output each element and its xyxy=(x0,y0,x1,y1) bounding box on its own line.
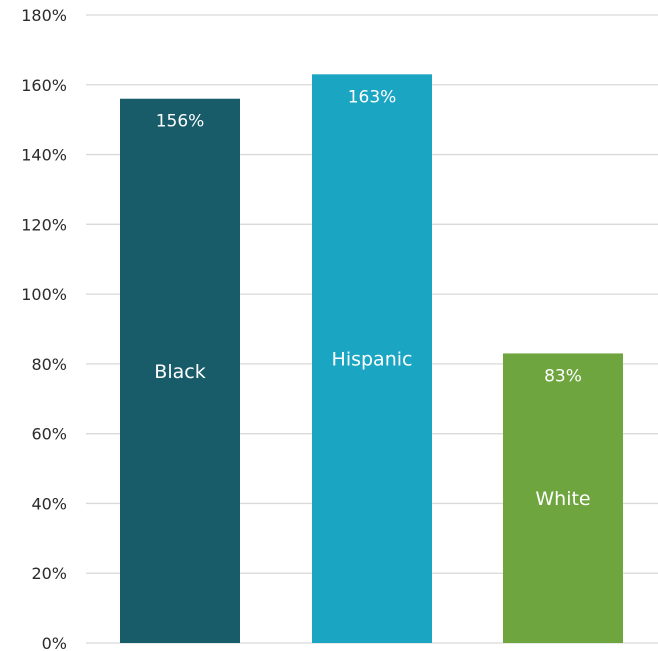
y-tick-label: 0% xyxy=(42,634,67,651)
category-label-black: Black xyxy=(154,361,205,383)
data-label-black: 156% xyxy=(156,112,205,132)
y-tick-label: 120% xyxy=(21,215,67,234)
category-label-white: White xyxy=(535,488,590,510)
y-tick-label: 20% xyxy=(31,564,67,583)
y-tick-label: 60% xyxy=(31,425,67,444)
y-tick-label: 80% xyxy=(31,355,67,374)
data-label-white: 83% xyxy=(544,366,582,386)
data-label-hispanic: 163% xyxy=(348,87,397,107)
category-label-hispanic: Hispanic xyxy=(332,349,413,371)
y-axis-tick-labels: 0% 20% 40% 60% 80% 100% 120% 140% 160% 180% xyxy=(21,6,67,651)
y-tick-label: 140% xyxy=(21,146,67,165)
y-tick-label: 180% xyxy=(21,6,67,25)
y-tick-label: 100% xyxy=(21,285,67,304)
y-tick-label: 40% xyxy=(31,494,67,513)
y-tick-label: 160% xyxy=(21,76,67,95)
